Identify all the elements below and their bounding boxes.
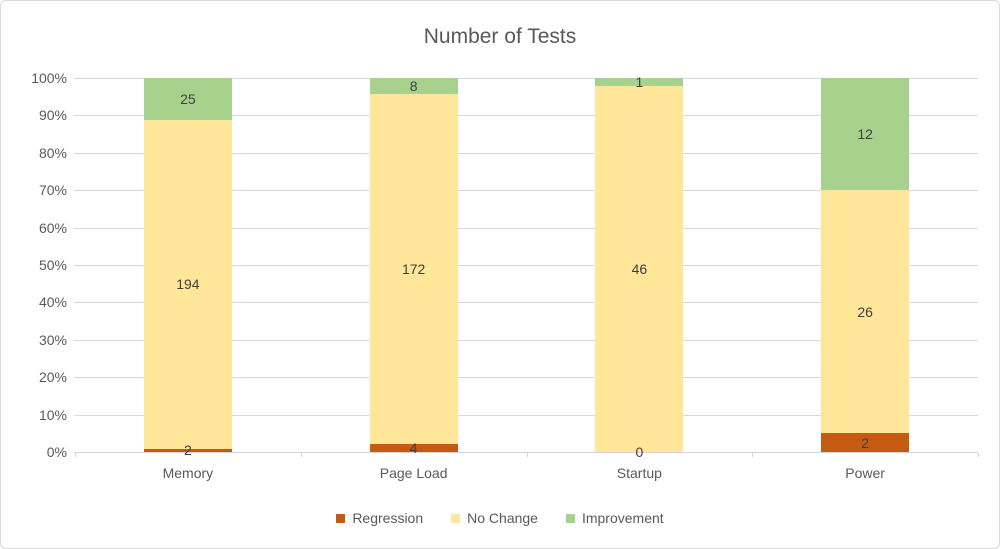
data-label: 2 (183, 442, 192, 459)
y-axis-tick-label: 70% (38, 182, 67, 198)
x-axis-tick (75, 453, 76, 457)
gridline (74, 265, 978, 266)
data-label: 194 (176, 276, 200, 293)
category-label: Power (845, 465, 885, 481)
y-axis-tick-label: 20% (38, 369, 67, 385)
gridline (74, 115, 978, 116)
data-label: 4 (409, 439, 418, 456)
legend-marker-icon (565, 513, 575, 523)
bar-segment-improvement (143, 78, 232, 121)
chart-title: Number of Tests (423, 25, 577, 48)
data-label: 1 (635, 73, 644, 90)
gridline (74, 78, 978, 79)
y-axis-tick-label: 0% (46, 444, 67, 460)
x-axis-tick (527, 453, 528, 457)
bar-segment-no-change (595, 85, 684, 452)
legend-label: Improvement (581, 510, 664, 526)
legend-marker-icon (451, 513, 461, 523)
data-label: 46 (631, 260, 648, 277)
y-axis-tick-label: 10% (38, 407, 67, 423)
legend: Regression No Change Improvement (1, 510, 999, 526)
legend-item-no-change: No Change (451, 510, 538, 526)
y-axis-tick-label: 100% (31, 70, 67, 86)
y-axis-tick-label: 50% (38, 257, 67, 273)
legend-marker-icon (336, 513, 346, 523)
bar-segment-regression (143, 448, 232, 452)
gridline (74, 340, 978, 341)
bar-segment-regression (821, 433, 910, 452)
data-label: 0 (635, 444, 644, 460)
y-axis-tick-label: 60% (38, 220, 67, 236)
bar-segment-no-change (821, 190, 910, 434)
data-label: 8 (409, 78, 418, 95)
gridline (74, 302, 978, 303)
y-axis-tick-label: 40% (38, 294, 67, 310)
y-axis-tick-label: 30% (38, 332, 67, 348)
legend-label: Regression (352, 510, 424, 526)
gridline (74, 228, 978, 229)
x-axis-tick (752, 453, 753, 457)
x-axis-tick (978, 453, 979, 457)
category-label: Memory (162, 465, 214, 481)
gridline (74, 377, 978, 378)
category-label: Page Load (379, 465, 448, 481)
data-label: 2 (861, 434, 870, 451)
legend-label: No Change (467, 510, 538, 526)
data-label: 25 (180, 91, 196, 108)
gridline (74, 190, 978, 191)
bar-segment-no-change (369, 94, 458, 444)
x-axis-line (74, 452, 978, 453)
data-label: 12 (857, 126, 873, 143)
legend-item-regression: Regression (336, 510, 423, 526)
data-label: 172 (401, 261, 426, 278)
legend-item-improvement: Improvement (565, 510, 664, 526)
bar-segment-improvement (369, 78, 458, 95)
y-axis-tick-label: 80% (38, 145, 67, 161)
gridline (74, 153, 978, 154)
data-label: 26 (857, 303, 873, 320)
category-label: Startup (616, 465, 662, 481)
bar-segment-improvement (821, 78, 910, 191)
y-axis-tick-label: 90% (38, 107, 67, 123)
gridline (74, 415, 978, 416)
bar-segment-no-change (143, 120, 232, 449)
bar-segment-improvement (595, 78, 684, 86)
x-axis-tick (301, 453, 302, 457)
bar-segment-regression (369, 443, 458, 452)
